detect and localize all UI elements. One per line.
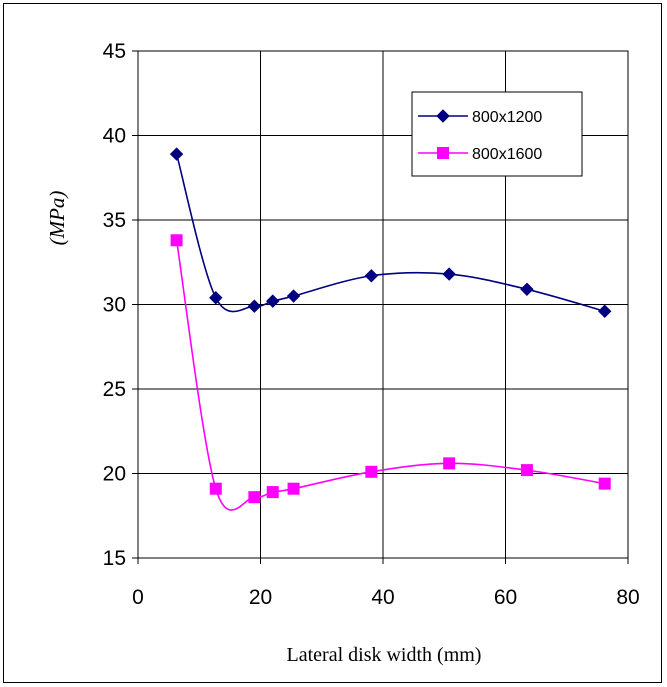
data-point (266, 294, 280, 308)
y-tick-label: 45 (103, 40, 126, 63)
y-tick-label: 30 (103, 294, 126, 317)
x-tick-label: 20 (249, 586, 272, 609)
data-point (287, 482, 300, 495)
data-point (170, 234, 183, 247)
tick-labels: 0 20 40 60 80 15 20 25 30 35 40 45 (103, 40, 640, 609)
x-axis-title: Lateral disk width (mm) (287, 644, 482, 666)
data-point (286, 289, 301, 303)
legend-marker (437, 147, 449, 159)
legend-box (411, 91, 583, 177)
data-point (443, 457, 456, 470)
data-point (266, 486, 279, 499)
legend-item: 800x1600 (418, 146, 542, 163)
y-tick-label: 15 (103, 547, 126, 570)
legend-item: 800x1200 (418, 109, 542, 126)
x-tick-label: 40 (371, 586, 394, 609)
y-axis-title: (MPa) (45, 191, 69, 246)
series-800x1200 (169, 147, 612, 318)
data-point (169, 147, 184, 161)
legend-marker (436, 109, 450, 123)
series-800x1600 (170, 234, 611, 511)
x-tick-label: 60 (494, 586, 517, 609)
data-point (598, 477, 611, 490)
data-point (365, 465, 378, 478)
data-point (520, 464, 533, 477)
data-point (364, 269, 379, 283)
legend-label: 800x1600 (472, 146, 542, 163)
y-tick-label: 25 (103, 378, 126, 401)
series-line (175, 240, 605, 511)
x-tick-label: 0 (132, 586, 144, 609)
y-tick-label: 35 (103, 209, 126, 232)
series-group (169, 147, 612, 511)
data-point (209, 482, 222, 495)
legend-label: 800x1200 (472, 109, 542, 126)
y-tick-label: 20 (103, 463, 126, 486)
data-point (442, 267, 456, 281)
data-point (209, 291, 223, 305)
data-point (248, 491, 261, 504)
legend: 800x1200 800x1600 (411, 91, 583, 177)
y-tick-label: 40 (103, 125, 126, 148)
x-tick-label: 80 (616, 586, 639, 609)
data-point (247, 299, 262, 313)
data-point (598, 304, 612, 318)
data-point (520, 282, 534, 296)
